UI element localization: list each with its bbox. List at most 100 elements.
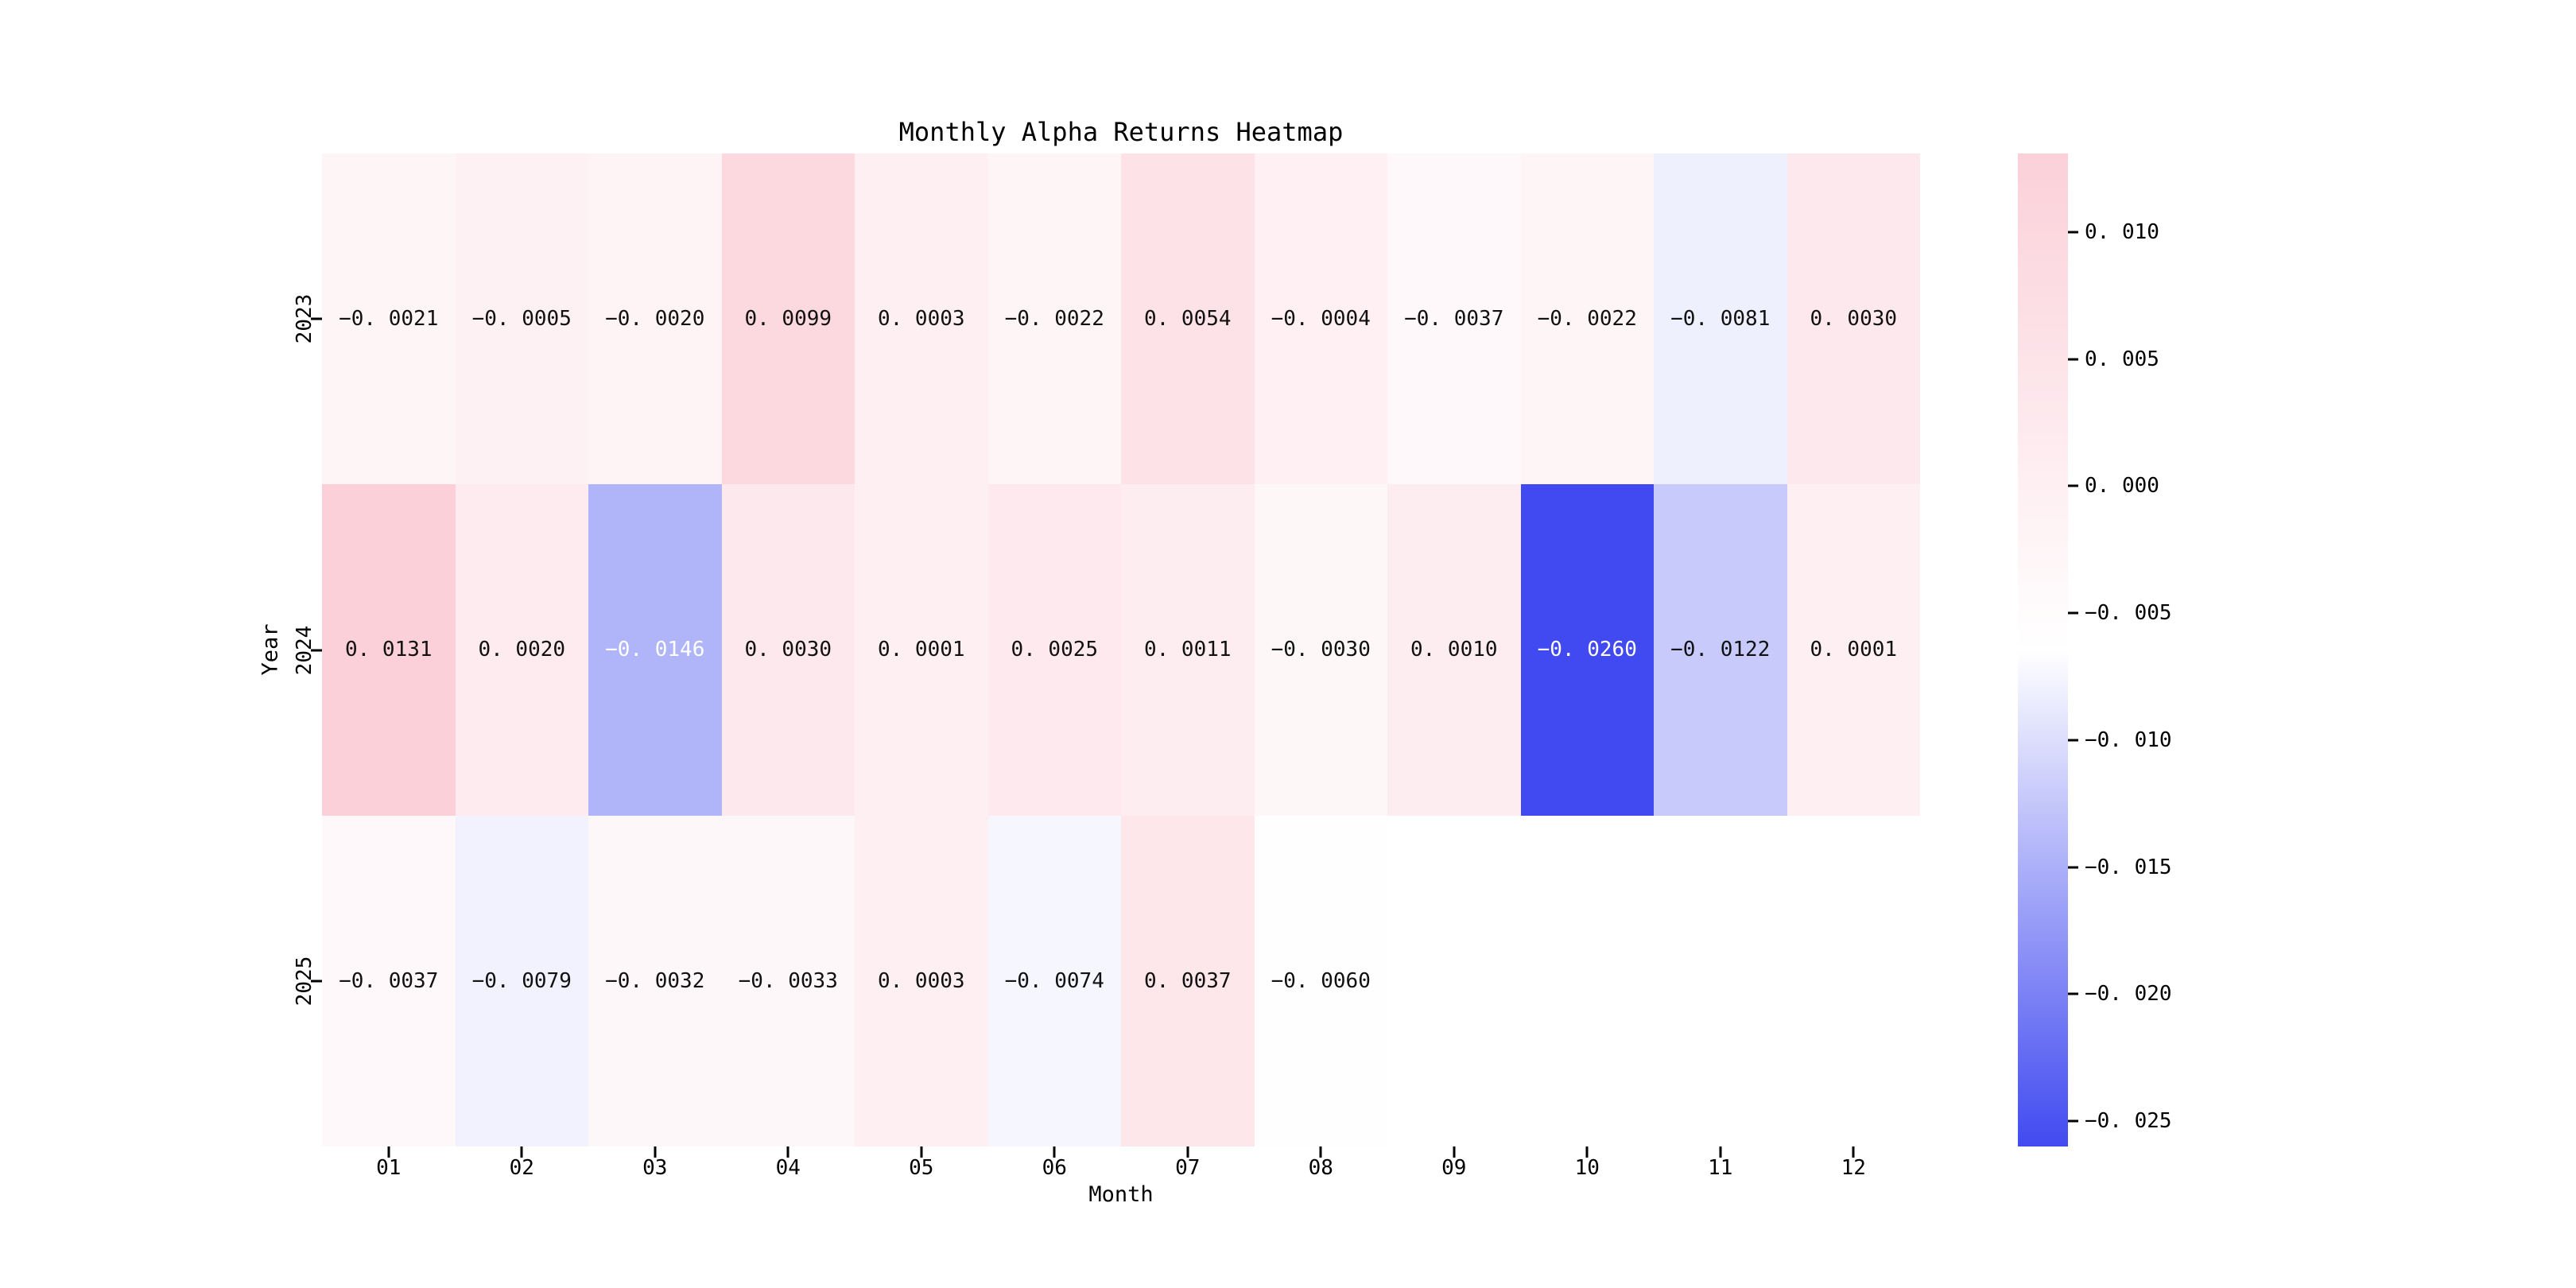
cell-value: 0. 0001 (1810, 638, 1898, 662)
cell-value: 0. 0001 (877, 638, 965, 662)
heatmap-cell-2025-05: 0. 0003 (855, 815, 988, 1146)
cell-value: −0. 0030 (1271, 638, 1371, 662)
heatmap-cell-2025-09 (1387, 816, 1521, 1146)
cell-value: −0. 0021 (339, 307, 439, 332)
cell-value: 0. 0020 (478, 638, 566, 662)
heatmap-cell-2024-09: 0. 0010 (1387, 484, 1521, 816)
x-tick-mark (1585, 1146, 1589, 1158)
colorbar-tick-label: −0. 015 (2085, 855, 2172, 879)
heatmap-cell-2024-10: −0. 0260 (1520, 484, 1654, 816)
x-tick-mark (387, 1146, 390, 1158)
cell-value: −0. 0060 (1271, 968, 1371, 993)
x-tick-label: 07 (1175, 1156, 1201, 1180)
heatmap-cell-2023-08: −0. 0004 (1254, 153, 1387, 485)
cell-value: −0. 0033 (738, 968, 838, 993)
heatmap-cell-2023-04: 0. 0099 (721, 153, 855, 485)
heatmap-cell-2025-01: −0. 0037 (322, 815, 456, 1146)
x-tick-label: 11 (1708, 1156, 1733, 1180)
heatmap-cell-2024-03: −0. 0146 (588, 484, 722, 816)
cell-value: −0. 0260 (1537, 638, 1637, 662)
colorbar-gradient (2018, 153, 2068, 1146)
colorbar-tick-label: −0. 010 (2085, 727, 2172, 752)
cell-value: −0. 0022 (1537, 307, 1637, 332)
x-tick-label: 08 (1308, 1156, 1333, 1180)
chart-title: Monthly Alpha Returns Heatmap (898, 117, 1344, 147)
colorbar-tick-label: 0. 010 (2085, 220, 2159, 245)
heatmap-cell-2023-12: 0. 0030 (1787, 153, 1920, 485)
heatmap-cell-2024-12: 0. 0001 (1787, 484, 1920, 816)
heatmap-cell-2025-04: −0. 0033 (721, 815, 855, 1146)
x-tick-mark (520, 1146, 523, 1158)
y-axis-label: Year (258, 623, 283, 676)
heatmap-cell-2023-01: −0. 0021 (322, 153, 456, 485)
heatmap-cell-2025-10 (1521, 816, 1655, 1146)
heatmap-cell-2024-04: 0. 0030 (721, 484, 855, 816)
cell-value: 0. 0011 (1143, 638, 1232, 662)
cell-value: −0. 0037 (339, 968, 439, 993)
cell-value: 0. 0003 (877, 968, 965, 993)
cell-value: −0. 0079 (471, 968, 572, 993)
cell-value: −0. 0146 (605, 638, 705, 662)
x-tick-mark (1453, 1146, 1456, 1158)
colorbar-tick-label: 0. 005 (2085, 347, 2159, 371)
cell-value: 0. 0030 (744, 638, 832, 662)
x-tick-label: 04 (775, 1156, 801, 1180)
cell-value: −0. 0020 (605, 307, 705, 332)
x-tick-label: 01 (376, 1156, 402, 1180)
colorbar-tick-label: −0. 005 (2085, 601, 2172, 626)
cell-value: −0. 0122 (1670, 638, 1771, 662)
heatmap-cell-2025-06: −0. 0074 (987, 815, 1121, 1146)
heatmap-cell-2024-07: 0. 0011 (1121, 484, 1255, 816)
heatmap-cell-2023-10: −0. 0022 (1520, 153, 1654, 485)
cell-value: −0. 0022 (1004, 307, 1104, 332)
colorbar-tick-label: −0. 020 (2085, 982, 2172, 1007)
y-tick-mark (311, 649, 322, 651)
cell-value: 0. 0037 (1143, 968, 1232, 993)
x-tick-mark (1719, 1146, 1722, 1158)
colorbar-tick-mark (2068, 739, 2078, 742)
cell-value: 0. 0030 (1810, 307, 1898, 332)
cell-value: 0. 0054 (1143, 307, 1232, 332)
heatmap-cell-2023-09: −0. 0037 (1387, 153, 1521, 485)
colorbar-tick-mark (2068, 1119, 2078, 1123)
x-tick-label: 06 (1042, 1156, 1067, 1180)
x-tick-mark (1319, 1146, 1322, 1158)
x-tick-mark (920, 1146, 923, 1158)
heatmap-cell-2024-05: 0. 0001 (855, 484, 988, 816)
heatmap-cell-2023-03: −0. 0020 (588, 153, 722, 485)
heatmap-cell-2025-03: −0. 0032 (588, 815, 722, 1146)
heatmap-cell-2024-08: −0. 0030 (1254, 484, 1387, 816)
heatmap-cell-2024-11: −0. 0122 (1654, 484, 1787, 816)
x-tick-mark (1053, 1146, 1056, 1158)
y-tick-mark (311, 317, 322, 320)
x-tick-mark (654, 1146, 657, 1158)
y-tick-label: 2023 (293, 293, 316, 344)
heatmap-grid: −0. 0021 −0. 0005 −0. 0020 0. 0099 0. 0003 −0… (322, 153, 1920, 1146)
y-tick-label: 2024 (293, 625, 316, 675)
x-tick-mark (1186, 1146, 1189, 1158)
colorbar-tick-label: 0. 000 (2085, 474, 2159, 499)
cell-value: −0. 0032 (605, 968, 705, 993)
heatmap-cell-2025-11 (1654, 816, 1787, 1146)
cell-value: 0. 0010 (1410, 638, 1498, 662)
x-tick-label: 02 (509, 1156, 534, 1180)
cell-value: 0. 0025 (1011, 638, 1099, 662)
heatmap-cell-2025-12 (1787, 816, 1921, 1146)
colorbar-tick-mark (2068, 992, 2078, 995)
heatmap-cell-2023-06: −0. 0022 (987, 153, 1121, 485)
heatmap-cell-2023-07: 0. 0054 (1121, 153, 1255, 485)
x-tick-label: 12 (1841, 1156, 1866, 1180)
x-tick-label: 03 (642, 1156, 668, 1180)
heatmap-cell-2024-01: 0. 0131 (322, 484, 456, 816)
cell-value: 0. 0099 (744, 307, 832, 332)
x-tick-mark (1852, 1146, 1855, 1158)
x-axis-label: Month (1088, 1182, 1154, 1207)
colorbar-tick-mark (2068, 611, 2078, 615)
heatmap-cell-2025-08: −0. 0060 (1254, 815, 1387, 1146)
colorbar-tick-mark (2068, 866, 2078, 869)
colorbar-tick-mark (2068, 484, 2078, 487)
heatmap-cell-2024-06: 0. 0025 (987, 484, 1121, 816)
x-tick-label: 09 (1441, 1156, 1467, 1180)
cell-value: −0. 0037 (1404, 307, 1504, 332)
heatmap-cell-2023-11: −0. 0081 (1654, 153, 1787, 485)
